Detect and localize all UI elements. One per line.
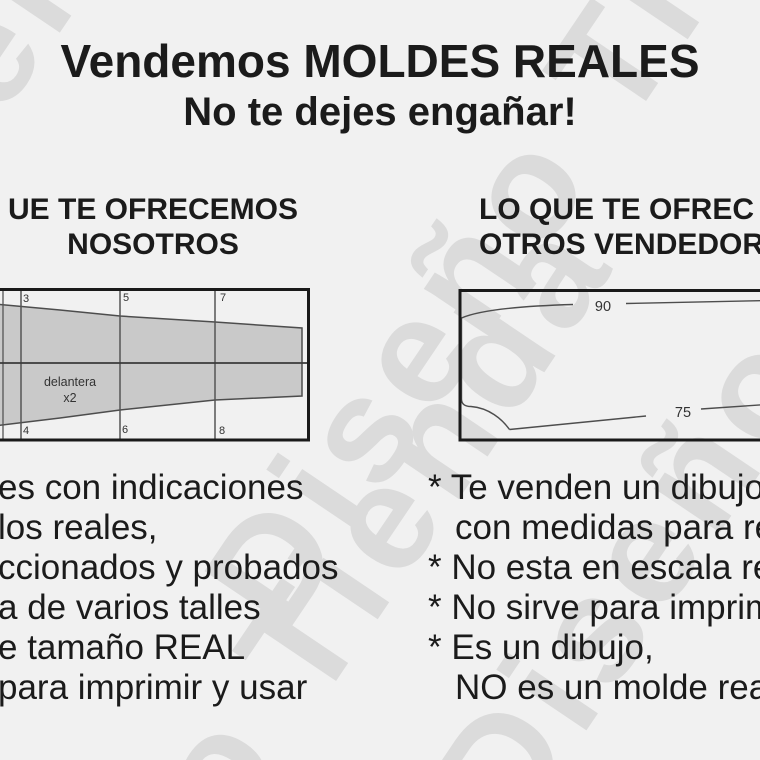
list-item: para imprimir y usar: [0, 668, 308, 707]
sheet-border: [0, 288, 310, 442]
piece-label: x2: [63, 391, 76, 405]
right-heading-line2: OTROS VENDEDOR: [479, 228, 760, 261]
left-heading-line2: NOSOTROS: [67, 228, 239, 261]
right-column-heading: LO QUE TE OFREC OTROS VENDEDOR: [479, 192, 760, 262]
grid-number: 7: [220, 292, 226, 304]
grid-number: 4: [23, 425, 29, 437]
list-item: * No esta en escala re: [428, 548, 760, 587]
subtitle: No te dejes engañar!: [183, 90, 577, 134]
right-bullet-list: * Te venden un dibujo con medidas para r…: [428, 468, 760, 708]
left-column-heading: UE TE OFRECEMOS NOSOTROS: [0, 192, 318, 262]
grid-number: 5: [123, 292, 129, 304]
list-item: ccionados y probados: [0, 548, 339, 587]
main-title: Vendemos MOLDES REALES: [60, 35, 700, 87]
fake-pattern-diagram: 90 75: [458, 289, 760, 442]
pattern-piece-shape: [0, 303, 303, 427]
drawing-bottom-line: [700, 404, 760, 410]
list-item: con medidas para re: [455, 508, 760, 547]
left-bullet-list: es con indicaciones los reales, ccionado…: [0, 468, 339, 708]
piece-label: delantera: [44, 375, 96, 389]
drawing-bottom-line: [509, 415, 647, 431]
list-item: * Te venden un dibujo: [428, 468, 760, 507]
grid-number: 3: [23, 293, 29, 305]
list-item: * No sirve para imprim: [428, 588, 760, 627]
drawing-left-edge: [460, 318, 511, 430]
list-item: es con indicaciones: [0, 468, 304, 507]
list-item: a de varios talles: [0, 588, 261, 627]
drawing-top-line: [625, 300, 760, 305]
measurement-label: 75: [675, 405, 691, 421]
grid-number: 8: [219, 425, 225, 437]
real-pattern-diagram: 3 5 7 4 6 8 delantera x2: [0, 288, 310, 442]
right-heading-line1: LO QUE TE OFREC: [479, 193, 755, 226]
list-item: e tamaño REAL: [0, 628, 246, 667]
drawing-top-line: [461, 303, 574, 319]
frame-border: [458, 289, 760, 442]
measurement-label: 90: [595, 299, 611, 315]
list-item: los reales,: [0, 508, 158, 547]
left-heading-line1: UE TE OFRECEMOS: [7, 193, 299, 226]
grid-number: 6: [122, 424, 128, 436]
list-item: NO es un molde rea: [455, 668, 760, 707]
list-item: * Es un dibujo,: [428, 628, 654, 667]
